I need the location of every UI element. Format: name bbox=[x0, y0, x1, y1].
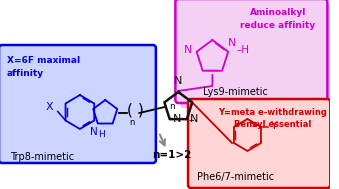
Text: N: N bbox=[90, 126, 98, 136]
Text: H: H bbox=[98, 129, 105, 139]
Text: X=6F maximal
affinity: X=6F maximal affinity bbox=[7, 56, 80, 77]
FancyBboxPatch shape bbox=[175, 0, 327, 103]
Text: Aminoalkyl
reduce affinity: Aminoalkyl reduce affinity bbox=[240, 8, 315, 29]
Text: Lys9-mimetic: Lys9-mimetic bbox=[203, 87, 267, 97]
Text: n=1>2: n=1>2 bbox=[152, 150, 192, 160]
Text: X: X bbox=[46, 102, 54, 112]
Text: N: N bbox=[174, 76, 182, 86]
Text: –H: –H bbox=[237, 45, 250, 55]
Text: –: – bbox=[189, 115, 195, 125]
Text: N: N bbox=[183, 45, 192, 55]
FancyBboxPatch shape bbox=[193, 104, 335, 189]
FancyBboxPatch shape bbox=[180, 4, 332, 108]
Text: N: N bbox=[228, 38, 237, 48]
Text: Y=meta e-withdrawing
Benzyl essential: Y=meta e-withdrawing Benzyl essential bbox=[218, 108, 327, 129]
FancyBboxPatch shape bbox=[188, 99, 330, 188]
Text: Phe6/7-mimetic: Phe6/7-mimetic bbox=[197, 172, 274, 182]
Text: ): ) bbox=[137, 102, 143, 118]
Text: n: n bbox=[129, 118, 134, 127]
Text: (: ( bbox=[127, 102, 133, 118]
Text: n: n bbox=[170, 102, 175, 111]
Text: Y: Y bbox=[271, 121, 277, 131]
Text: N: N bbox=[173, 114, 181, 124]
FancyBboxPatch shape bbox=[0, 45, 156, 163]
Text: Trp8-mimetic: Trp8-mimetic bbox=[10, 152, 74, 162]
Text: N: N bbox=[190, 114, 198, 124]
